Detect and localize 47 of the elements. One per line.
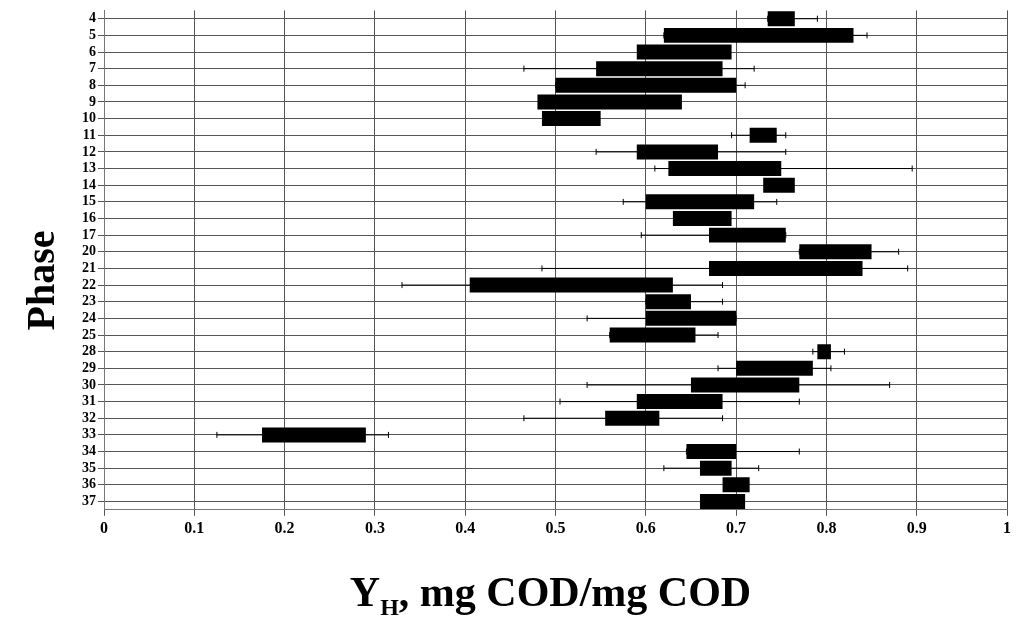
- x-tick-label: 0.9: [906, 518, 927, 536]
- y-tick-label: 20: [82, 243, 96, 259]
- y-tick-label: 32: [82, 409, 96, 425]
- y-tick-label: 17: [82, 226, 96, 242]
- y-tick-label: 16: [82, 210, 96, 226]
- x-tick-label: 0.3: [364, 518, 385, 536]
- y-tick-label: 31: [82, 393, 96, 409]
- y-tick-label: 11: [82, 126, 96, 142]
- y-tick-label: 37: [82, 493, 96, 509]
- x-tick-label: 0.4: [455, 518, 476, 536]
- y-tick-label: 5: [89, 26, 96, 42]
- x-tick-label: 0.7: [726, 518, 747, 536]
- y-tick-label: 35: [82, 459, 96, 475]
- x-tick-label: 0.6: [635, 518, 656, 536]
- x-tick-label: 0.5: [545, 518, 566, 536]
- y-tick-label: 6: [89, 43, 96, 59]
- bar: [699, 493, 746, 509]
- y-tick-label: 22: [82, 276, 96, 292]
- y-tick-label: 10: [82, 110, 96, 126]
- y-tick-label: 29: [82, 359, 96, 375]
- x-axis-title: Y$_{H}$, mg COD/mg COD: [348, 568, 753, 622]
- y-tick-label: 13: [82, 160, 96, 176]
- x-tick-label: 0.1: [184, 518, 205, 536]
- bar: [541, 111, 601, 127]
- y-tick-label: 21: [82, 260, 96, 276]
- y-tick-label: 25: [82, 326, 96, 342]
- bar: [672, 210, 732, 226]
- y-tick-label: 33: [82, 426, 96, 442]
- y-tick-label: 14: [82, 176, 96, 192]
- y-tick-label: 15: [82, 193, 96, 209]
- y-tick-label: 12: [82, 143, 96, 159]
- y-tick-label: 36: [82, 476, 96, 492]
- y-tick-label: 4: [89, 10, 96, 26]
- y-tick-label: 28: [82, 343, 96, 359]
- y-axis-title: Phase: [16, 230, 64, 330]
- y-tick-label: 8: [89, 76, 96, 92]
- bar: [763, 177, 795, 193]
- x-tick-label: 1: [1003, 518, 1011, 536]
- y-tick-label: 30: [82, 376, 96, 392]
- y-tick-label: 9: [89, 93, 96, 109]
- x-tick-label: 0.8: [816, 518, 837, 536]
- x-tick-label: 0: [100, 518, 108, 536]
- x-tick-label: 0.2: [274, 518, 295, 536]
- y-tick-label: 34: [82, 443, 96, 459]
- y-tick-label: 23: [82, 293, 96, 309]
- y-tick-label: 24: [82, 309, 96, 325]
- y-tick-label: 7: [89, 60, 96, 76]
